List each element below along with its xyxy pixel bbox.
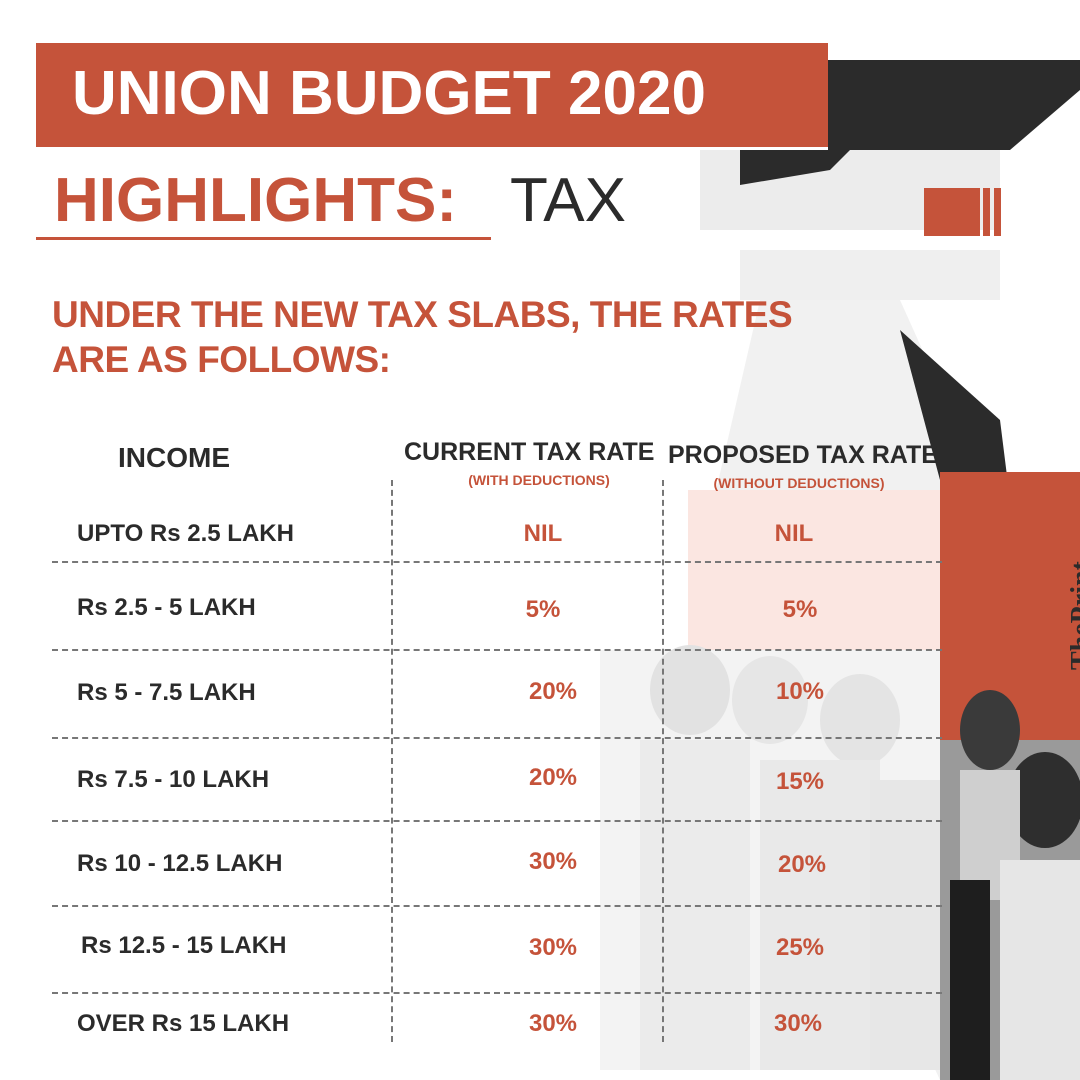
proposed-rate: 20% bbox=[777, 851, 827, 878]
income-slab: Rs 5 - 7.5 LAKH bbox=[77, 679, 256, 706]
brand-logo: ThePrint bbox=[1030, 560, 1080, 670]
proposed-rate: 25% bbox=[775, 934, 825, 961]
column-divider bbox=[391, 480, 393, 1042]
proposed-rate-header: PROPOSED TAX RATE bbox=[668, 441, 938, 469]
income-slab: Rs 2.5 - 5 LAKH bbox=[77, 594, 256, 621]
row-divider bbox=[52, 649, 942, 651]
page-title: UNION BUDGET 2020 bbox=[72, 59, 706, 128]
income-slab: OVER Rs 15 LAKH bbox=[77, 1010, 290, 1037]
row-divider bbox=[52, 820, 942, 822]
current-rate: 30% bbox=[528, 934, 578, 961]
proposed-rate: 15% bbox=[775, 768, 825, 795]
current-rate-header: CURRENT TAX RATE bbox=[404, 438, 655, 466]
row-divider bbox=[52, 737, 942, 739]
current-rate: 30% bbox=[528, 1010, 578, 1037]
income-slab: Rs 12.5 - 15 LAKH bbox=[81, 932, 287, 959]
current-rate-subheader: (WITH DEDUCTIONS) bbox=[468, 472, 610, 488]
current-rate: 5% bbox=[525, 596, 561, 623]
topic-label: TAX bbox=[510, 166, 626, 235]
current-rate: 20% bbox=[528, 764, 578, 791]
row-divider bbox=[52, 992, 942, 994]
proposed-rate: NIL bbox=[774, 520, 814, 547]
title-banner bbox=[36, 43, 828, 147]
proposed-rate: 10% bbox=[775, 678, 825, 705]
current-rate: 20% bbox=[528, 678, 578, 705]
income-header: INCOME bbox=[118, 442, 230, 473]
income-slab: Rs 10 - 12.5 LAKH bbox=[77, 850, 283, 877]
column-divider bbox=[662, 480, 664, 1042]
proposed-rate: 5% bbox=[782, 596, 818, 623]
row-divider bbox=[52, 561, 942, 563]
highlights-underline bbox=[36, 237, 491, 240]
income-slab: Rs 7.5 - 10 LAKH bbox=[77, 766, 270, 793]
proposed-rate-subheader: (WITHOUT DEDUCTIONS) bbox=[713, 475, 885, 491]
income-slab: UPTO Rs 2.5 LAKH bbox=[77, 520, 294, 547]
highlights-label: HIGHLIGHTS: bbox=[54, 166, 457, 235]
brand-name: ThePrint bbox=[1066, 561, 1080, 670]
current-rate: 30% bbox=[528, 848, 578, 875]
current-rate: NIL bbox=[523, 520, 563, 547]
row-divider bbox=[52, 905, 942, 907]
proposed-rate: 30% bbox=[773, 1010, 823, 1037]
intro-text: UNDER THE NEW TAX SLABS, THE RATES ARE A… bbox=[52, 294, 793, 380]
